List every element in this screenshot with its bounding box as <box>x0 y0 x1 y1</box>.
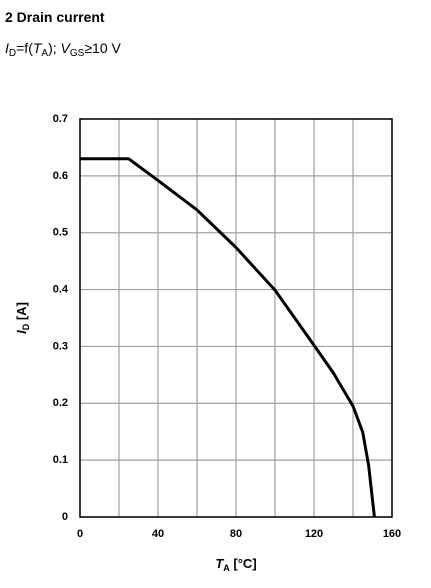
xlabel-part: T <box>215 556 224 571</box>
y-tick-label: 0.4 <box>53 283 69 295</box>
subtitle-part: D <box>9 48 16 59</box>
subtitle-part: ≥10 V <box>84 40 121 56</box>
subtitle-part: I <box>5 40 9 56</box>
x-axis-label: TA [°C] <box>215 556 256 573</box>
subtitle-part: V <box>61 40 72 56</box>
subtitle-part: T <box>33 40 43 56</box>
subtitle-part: A <box>41 48 48 59</box>
x-tick-label: 80 <box>230 528 242 540</box>
xlabel-part: [°C] <box>230 556 257 571</box>
ylabel-part: D <box>21 323 31 330</box>
y-tick-label: 0.6 <box>53 170 68 182</box>
x-tick-label: 160 <box>383 528 401 540</box>
chart-subtitle: ID=f(TA); VGS≥10 V <box>5 40 121 59</box>
x-tick-label: 40 <box>152 528 164 540</box>
data-line <box>80 157 376 518</box>
ylabel-part: [A] <box>14 302 29 324</box>
y-tick-label: 0 <box>62 511 68 523</box>
subtitle-part: ); <box>48 40 60 56</box>
y-tick-label: 0.2 <box>53 397 68 409</box>
subtitle-part: =f( <box>16 40 33 56</box>
ylabel-part: I <box>14 330 29 334</box>
plot-frame <box>79 118 393 518</box>
y-tick-label: 0.7 <box>53 113 68 125</box>
x-tick-label: 120 <box>305 528 323 540</box>
y-tick-label: 0.5 <box>53 227 68 239</box>
y-tick-label: 0.3 <box>53 340 68 352</box>
y-tick-label: 0.1 <box>53 454 68 466</box>
y-axis-label: ID [A] <box>14 302 31 334</box>
x-tick-label: 0 <box>77 528 83 540</box>
xlabel-part: A <box>223 563 230 573</box>
chart-title: 2 Drain current <box>5 9 105 25</box>
subtitle-part: GS <box>70 48 85 59</box>
